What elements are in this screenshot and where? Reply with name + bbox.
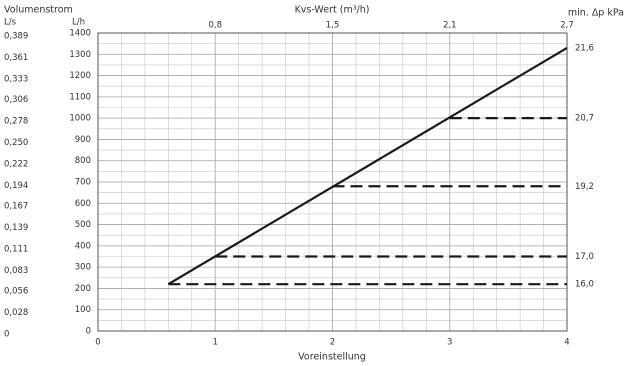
dp-label: 19,2 <box>575 182 594 192</box>
y-tick-label: 0 <box>86 327 91 337</box>
y2-tick-label: 0,194 <box>4 181 28 191</box>
x2-axis-title: Kvs-Wert (m³/h) <box>295 5 370 16</box>
dp-label: 20,7 <box>575 114 594 124</box>
x2-tick-label: 0,8 <box>208 21 222 31</box>
x-tick-label: 0 <box>95 338 100 348</box>
y2-tick-label: 0,167 <box>4 202 28 212</box>
y-axis-title: Volumenstrom <box>4 5 73 16</box>
y-tick-label: 900 <box>75 135 91 145</box>
y2-unit: L/s <box>4 18 17 28</box>
dp-label: 17,0 <box>575 252 594 262</box>
y-tick-label: 1300 <box>69 50 91 60</box>
x-tick-label: 1 <box>213 338 218 348</box>
y2-tick-label: 0,083 <box>4 266 28 276</box>
x-axis-title: Voreinstellung <box>298 352 366 363</box>
plot-frame <box>97 32 568 332</box>
x-tick-label: 4 <box>564 338 569 348</box>
x-tick-label: 3 <box>447 338 452 348</box>
y2-tick-label: 0,250 <box>4 138 28 148</box>
y2-tick-label: 0,111 <box>4 244 28 254</box>
y2-tick-label: 0,389 <box>4 31 28 41</box>
y2-tick-label: 0,278 <box>4 116 28 126</box>
y-unit: L/h <box>72 18 85 28</box>
y-tick-label: 300 <box>75 263 91 273</box>
y2-tick-label: 0,361 <box>4 53 28 63</box>
y2-tick-label: 0,306 <box>4 95 28 105</box>
x2-tick-label: 2,1 <box>443 21 457 31</box>
y-tick-label: 100 <box>75 305 91 315</box>
y2-tick-label: 0,222 <box>4 159 28 169</box>
y-tick-label: 1100 <box>69 92 91 102</box>
x-tick-label: 2 <box>330 338 335 348</box>
y-tick-label: 200 <box>75 284 91 294</box>
y-tick-label: 1400 <box>69 29 91 39</box>
flow-line <box>167 46 568 286</box>
y-tick-label: 800 <box>75 156 91 166</box>
y-tick-label: 400 <box>75 241 91 251</box>
y-tick-label: 500 <box>75 220 91 230</box>
y2-tick-label: 0,333 <box>4 74 28 84</box>
x2-tick-label: 2,7 <box>560 21 574 31</box>
dp-label: 21,6 <box>575 43 594 53</box>
y2-tick-label: 0,056 <box>4 287 28 297</box>
y2-tick-label: 0,028 <box>4 308 28 318</box>
dp-label: 16,0 <box>575 280 594 290</box>
dp-title: min. Δp kPa <box>568 8 624 19</box>
y-tick-label: 600 <box>75 199 91 209</box>
x2-tick-label: 1,5 <box>326 21 340 31</box>
y-tick-label: 1000 <box>69 114 91 124</box>
y-tick-label: 700 <box>75 178 91 188</box>
y2-tick-label: 0,139 <box>4 223 28 233</box>
y2-tick-label: 0 <box>4 330 9 340</box>
y-tick-label: 1200 <box>69 71 91 81</box>
